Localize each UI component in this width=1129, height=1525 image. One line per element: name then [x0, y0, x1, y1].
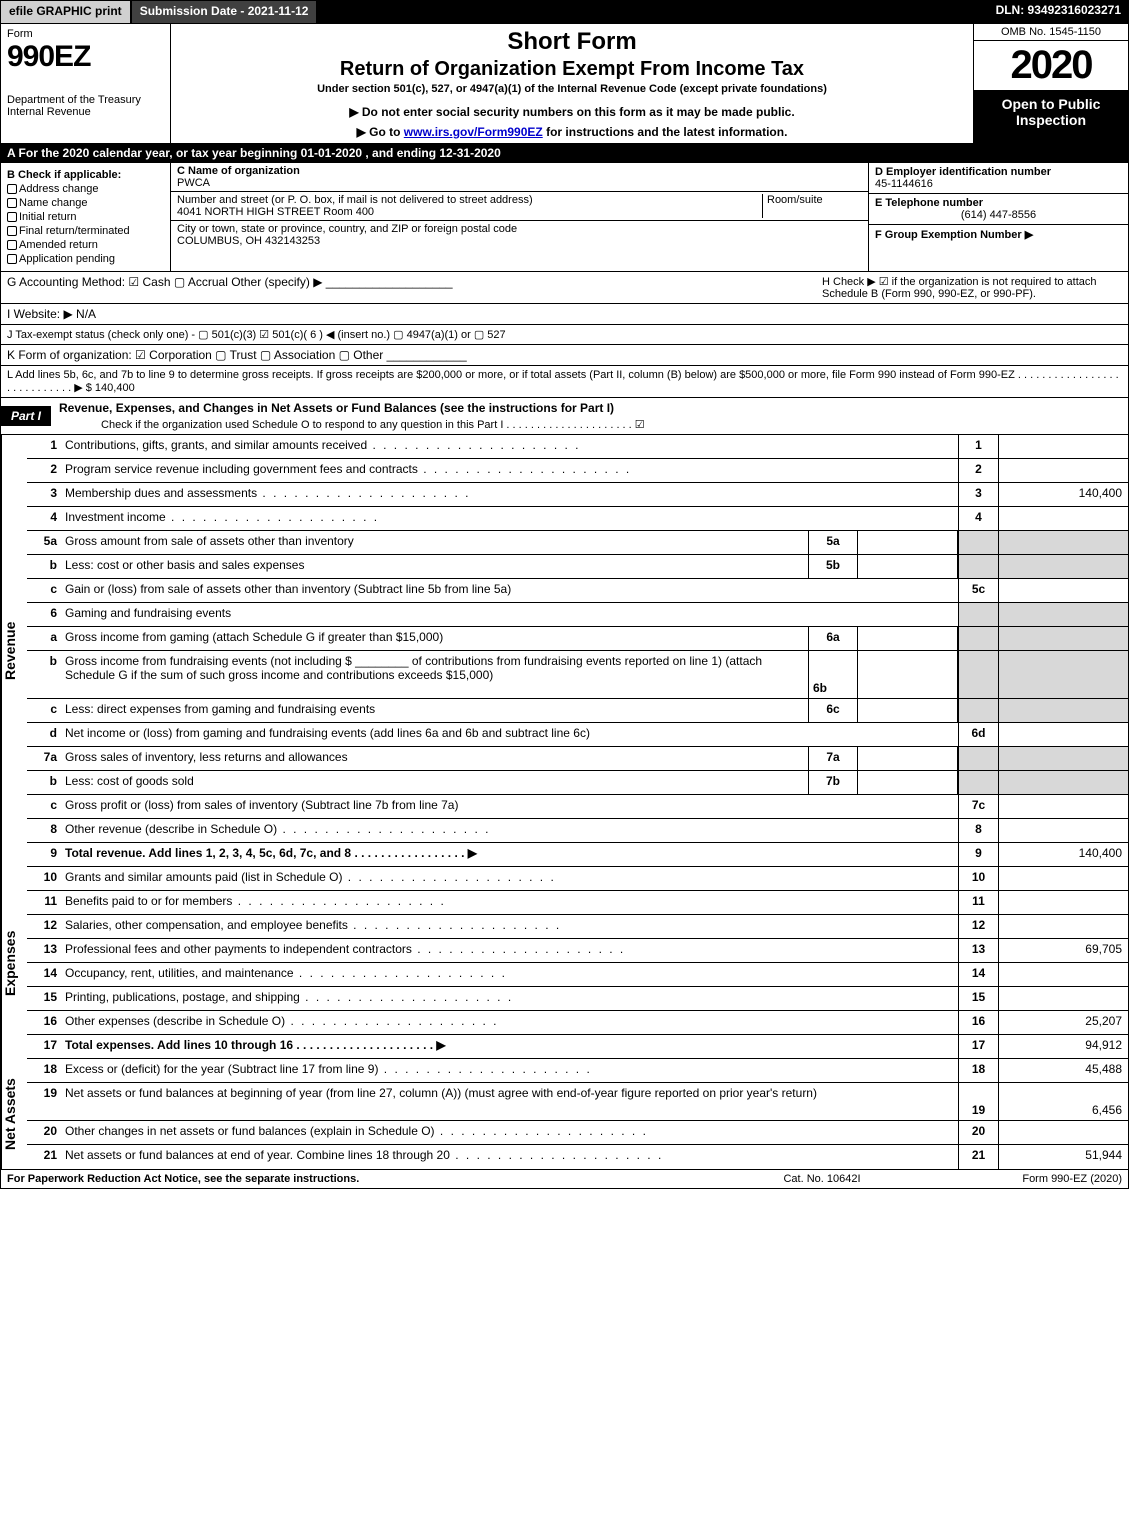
- room-suite-label: Room/suite: [762, 194, 862, 218]
- line-6b: bGross income from fundraising events (n…: [27, 651, 1128, 699]
- line-5b: bLess: cost or other basis and sales exp…: [27, 555, 1128, 579]
- form-header: Form 990EZ Department of the Treasury In…: [0, 24, 1129, 144]
- page-footer: For Paperwork Reduction Act Notice, see …: [0, 1170, 1129, 1189]
- address-value: 4041 NORTH HIGH STREET Room 400: [177, 206, 762, 218]
- dln-label: DLN: 93492316023271: [988, 0, 1129, 24]
- form-number: 990EZ: [7, 40, 164, 74]
- line-5a: 5aGross amount from sale of assets other…: [27, 531, 1128, 555]
- line-18: 18Excess or (deficit) for the year (Subt…: [27, 1059, 1128, 1083]
- top-bar: efile GRAPHIC print Submission Date - 20…: [0, 0, 1129, 24]
- city-value: COLUMBUS, OH 432143253: [177, 235, 862, 247]
- line-9: 9Total revenue. Add lines 1, 2, 3, 4, 5c…: [27, 843, 1128, 867]
- revenue-table: Revenue 1Contributions, gifts, grants, a…: [0, 435, 1129, 867]
- line-21: 21Net assets or fund balances at end of …: [27, 1145, 1128, 1169]
- short-form-title: Short Form: [179, 28, 965, 56]
- ein-label: D Employer identification number: [875, 166, 1122, 178]
- part-i-sub: Check if the organization used Schedule …: [51, 418, 1128, 434]
- line-2: 2Program service revenue including gover…: [27, 459, 1128, 483]
- address-label: Number and street (or P. O. box, if mail…: [177, 194, 762, 206]
- form-word: Form: [7, 28, 164, 40]
- line-i-website: I Website: ▶ N/A: [0, 304, 1129, 325]
- footer-cat-no: Cat. No. 10642I: [722, 1173, 922, 1185]
- part-i-title: Revenue, Expenses, and Changes in Net As…: [51, 398, 1128, 418]
- info-block: B Check if applicable: Address change Na…: [0, 163, 1129, 272]
- line-15: 15Printing, publications, postage, and s…: [27, 987, 1128, 1011]
- line-4: 4Investment income4: [27, 507, 1128, 531]
- submission-date-button[interactable]: Submission Date - 2021-11-12: [131, 0, 318, 24]
- line-10: 10Grants and similar amounts paid (list …: [27, 867, 1128, 891]
- header-right: OMB No. 1545-1150 2020 Open to Public In…: [973, 24, 1128, 143]
- checkbox-address-change[interactable]: Address change: [7, 183, 164, 195]
- line-17: 17Total expenses. Add lines 10 through 1…: [27, 1035, 1128, 1059]
- subtitle: Under section 501(c), 527, or 4947(a)(1)…: [179, 83, 965, 95]
- checkbox-name-change[interactable]: Name change: [7, 197, 164, 209]
- line-6d: dNet income or (loss) from gaming and fu…: [27, 723, 1128, 747]
- schedule-b-check: H Check ▶ ☑ if the organization is not r…: [822, 275, 1122, 300]
- accounting-method: G Accounting Method: ☑ Cash ▢ Accrual Ot…: [7, 275, 822, 300]
- line-14: 14Occupancy, rent, utilities, and mainte…: [27, 963, 1128, 987]
- footer-left: For Paperwork Reduction Act Notice, see …: [7, 1173, 722, 1185]
- line-20: 20Other changes in net assets or fund ba…: [27, 1121, 1128, 1145]
- line-k-form-of-org: K Form of organization: ☑ Corporation ▢ …: [0, 345, 1129, 366]
- section-d-e-f: D Employer identification number 45-1144…: [868, 163, 1128, 271]
- phone-value: (614) 447-8556: [875, 209, 1122, 221]
- net-assets-side-label: Net Assets: [1, 1059, 27, 1169]
- line-g-h: G Accounting Method: ☑ Cash ▢ Accrual Ot…: [0, 272, 1129, 304]
- tax-period-bar: A For the 2020 calendar year, or tax yea…: [0, 144, 1129, 163]
- line-6: 6Gaming and fundraising events: [27, 603, 1128, 627]
- return-title: Return of Organization Exempt From Incom…: [179, 58, 965, 81]
- expenses-side-label: Expenses: [1, 867, 27, 1059]
- section-c: C Name of organization PWCA Number and s…: [171, 163, 868, 271]
- expenses-table: Expenses 10Grants and similar amounts pa…: [0, 867, 1129, 1059]
- department-label: Department of the Treasury Internal Reve…: [7, 94, 164, 118]
- header-title-block: Short Form Return of Organization Exempt…: [171, 24, 973, 143]
- checkbox-initial-return[interactable]: Initial return: [7, 211, 164, 223]
- group-exemption-label: F Group Exemption Number ▶: [875, 228, 1122, 241]
- line-7b: bLess: cost of goods sold7b: [27, 771, 1128, 795]
- checkbox-final-return[interactable]: Final return/terminated: [7, 225, 164, 237]
- part-i-tag: Part I: [1, 406, 51, 426]
- org-name-label: C Name of organization: [177, 165, 862, 177]
- irs-link[interactable]: www.irs.gov/Form990EZ: [404, 125, 543, 139]
- line-11: 11Benefits paid to or for members11: [27, 891, 1128, 915]
- org-name: PWCA: [177, 177, 862, 189]
- line-1: 1Contributions, gifts, grants, and simil…: [27, 435, 1128, 459]
- line-7c: cGross profit or (loss) from sales of in…: [27, 795, 1128, 819]
- line-6c: cLess: direct expenses from gaming and f…: [27, 699, 1128, 723]
- part-i-header: Part I Revenue, Expenses, and Changes in…: [0, 398, 1129, 435]
- section-b: B Check if applicable: Address change Na…: [1, 163, 171, 271]
- line-7a: 7aGross sales of inventory, less returns…: [27, 747, 1128, 771]
- line-j-tax-exempt: J Tax-exempt status (check only one) - ▢…: [0, 325, 1129, 345]
- city-label: City or town, state or province, country…: [177, 223, 862, 235]
- line-5c: cGain or (loss) from sale of assets othe…: [27, 579, 1128, 603]
- checkbox-application-pending[interactable]: Application pending: [7, 253, 164, 265]
- footer-form-ref: Form 990-EZ (2020): [922, 1173, 1122, 1185]
- line-13: 13Professional fees and other payments t…: [27, 939, 1128, 963]
- header-left: Form 990EZ Department of the Treasury In…: [1, 24, 171, 143]
- line-3: 3Membership dues and assessments3140,400: [27, 483, 1128, 507]
- phone-label: E Telephone number: [875, 197, 1122, 209]
- omb-number: OMB No. 1545-1150: [974, 24, 1128, 41]
- line-16: 16Other expenses (describe in Schedule O…: [27, 1011, 1128, 1035]
- line-6a: aGross income from gaming (attach Schedu…: [27, 627, 1128, 651]
- instructions-note: ▶ Go to www.irs.gov/Form990EZ for instru…: [179, 125, 965, 139]
- line-12: 12Salaries, other compensation, and empl…: [27, 915, 1128, 939]
- ein-value: 45-1144616: [875, 178, 1122, 190]
- section-b-label: B Check if applicable:: [7, 169, 164, 181]
- line-19: 19Net assets or fund balances at beginni…: [27, 1083, 1128, 1121]
- efile-print-button[interactable]: efile GRAPHIC print: [0, 0, 131, 24]
- revenue-side-label: Revenue: [1, 435, 27, 867]
- net-assets-table: Net Assets 18Excess or (deficit) for the…: [0, 1059, 1129, 1170]
- checkbox-amended-return[interactable]: Amended return: [7, 239, 164, 251]
- ssn-warning: ▶ Do not enter social security numbers o…: [179, 105, 965, 119]
- tax-year: 2020: [974, 41, 1128, 90]
- open-to-public-badge: Open to Public Inspection: [974, 90, 1128, 143]
- line-8: 8Other revenue (describe in Schedule O)8: [27, 819, 1128, 843]
- line-l-gross-receipts: L Add lines 5b, 6c, and 7b to line 9 to …: [0, 366, 1129, 398]
